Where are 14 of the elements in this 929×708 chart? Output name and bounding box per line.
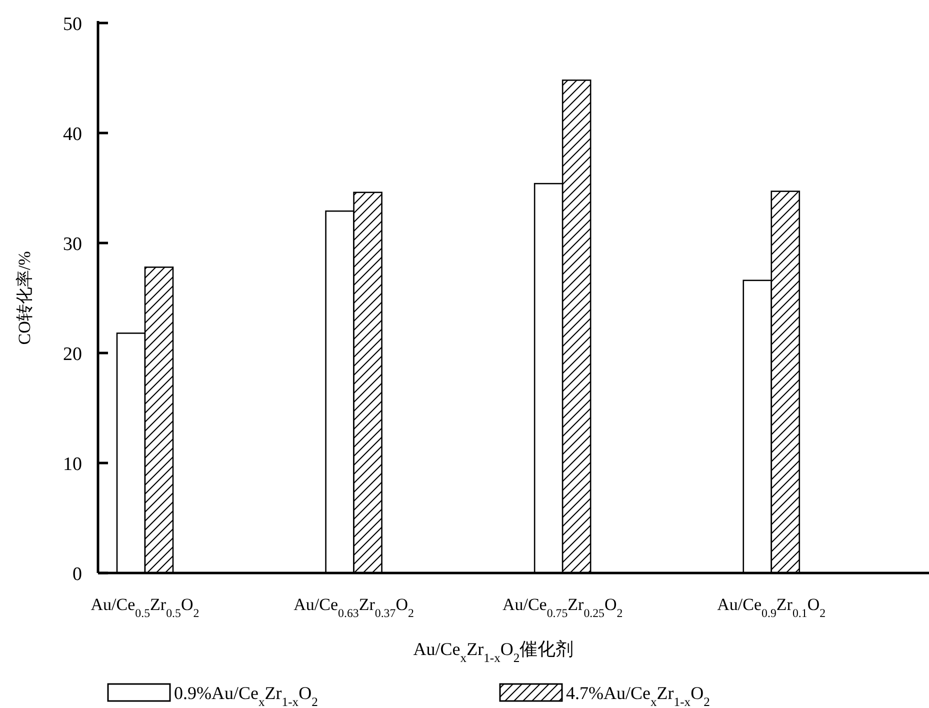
legend-label: 4.7%Au/Ce$_{x}$Zr$_{1-x}$O$_{2}$ <box>566 683 710 708</box>
y-tick-label: 30 <box>63 234 82 255</box>
y-tick-label: 0 <box>72 564 82 585</box>
y-axis-title: CO转化率/% <box>15 251 34 345</box>
x-tick-label: Au/Ce$_{0.75}$Zr$_{0.25}$O$_{2}$ <box>502 595 623 620</box>
y-tick-label: 20 <box>63 344 82 365</box>
x-tick-label: Au/Ce$_{0.5}$Zr$_{0.5}$O$_{2}$ <box>90 595 200 620</box>
y-tick-label: 50 <box>63 14 82 35</box>
legend-label: 0.9%Au/Ce$_{x}$Zr$_{1-x}$O$_{2}$ <box>174 683 318 708</box>
x-axis-title: Au/Ce$_{x}$Zr$_{1-x}$O$_{2}$催化剂 <box>413 639 574 665</box>
y-tick-label: 40 <box>63 124 82 145</box>
x-tick-label: Au/Ce$_{0.63}$Zr$_{0.37}$O$_{2}$ <box>294 595 414 620</box>
x-tick-label: Au/Ce$_{0.9}$Zr$_{0.1}$O$_{2}$ <box>717 595 826 620</box>
y-tick-label: 10 <box>63 454 82 475</box>
